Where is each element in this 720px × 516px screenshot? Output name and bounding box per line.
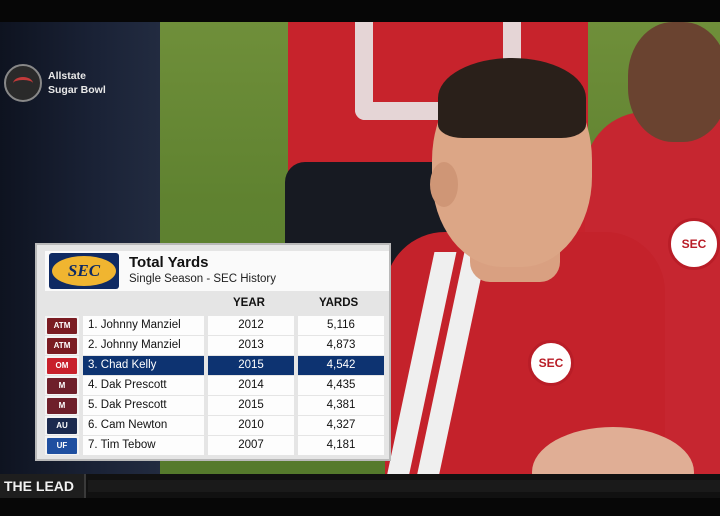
auburn-logo: AU [47,417,77,434]
table-row: M 4. Dak Prescott 2014 4,435 [45,376,389,395]
total-yards: 4,435 [298,376,384,395]
table-row: ATM 1. Johnny Manziel 2012 5,116 [45,316,389,335]
graphic-subtitle: Single Season - SEC History [129,273,277,285]
graphic-title: Total Yards [129,254,209,271]
sec-logo-text: SEC [50,254,118,288]
tv-bezel-bottom [0,498,720,516]
table-row: UF 7. Tim Tebow 2007 4,181 [45,436,389,455]
florida-logo: UF [47,437,77,454]
season-year: 2010 [208,416,294,435]
table-row: M 5. Dak Prescott 2015 4,381 [45,396,389,415]
total-yards: 4,181 [298,436,384,455]
player-name: 6. Cam Newton [83,416,204,435]
sec-logo: SEC [49,253,119,289]
stats-graphic: SEC Total Yards Single Season - SEC Hist… [35,243,391,461]
total-yards: 4,381 [298,396,384,415]
season-year: 2015 [208,356,294,375]
player-name: 4. Dak Prescott [83,376,204,395]
graphic-header: SEC Total Yards Single Season - SEC Hist… [45,251,389,291]
season-year: 2013 [208,336,294,355]
mississippi-state-logo: M [47,397,77,414]
season-year: 2015 [208,396,294,415]
side-player-head [628,22,720,142]
texas-am-logo: ATM [47,337,77,354]
column-header-year: YEAR [233,297,265,309]
texas-am-logo: ATM [47,317,77,334]
total-yards: 4,542 [298,356,384,375]
season-year: 2012 [208,316,294,335]
season-year: 2007 [208,436,294,455]
table-row: ATM 2. Johnny Manziel 2013 4,873 [45,336,389,355]
total-yards: 4,327 [298,416,384,435]
table-row-highlighted: OM 3. Chad Kelly 2015 4,542 [45,356,389,375]
column-header-yards: YARDS [319,297,359,309]
player-name: 2. Johnny Manziel [83,336,204,355]
season-year: 2014 [208,376,294,395]
sec-jersey-patch: SEC [528,340,574,386]
player-name: 7. Tim Tebow [83,436,204,455]
news-ticker: THE LEAD [0,474,720,498]
player-name: 3. Chad Kelly [83,356,204,375]
ole-miss-logo: OM [47,357,77,374]
player-name: 1. Johnny Manziel [83,316,204,335]
bowl-name-line1: Allstate [48,70,86,82]
ticker-text-area [88,480,720,492]
quarterback-ear [430,162,458,207]
quarterback-hair [438,58,586,138]
table-row: AU 6. Cam Newton 2010 4,327 [45,416,389,435]
total-yards: 4,873 [298,336,384,355]
broadcast-scene: SEC SEC Allstate Sugar Bowl [0,22,720,474]
player-name: 5. Dak Prescott [83,396,204,415]
total-yards: 5,116 [298,316,384,335]
tv-bezel-top [0,0,720,24]
sec-jersey-patch: SEC [668,218,720,270]
ticker-label: THE LEAD [0,474,86,498]
network-bug: Allstate Sugar Bowl [4,64,120,102]
mississippi-state-logo: M [47,377,77,394]
bowl-name: Allstate Sugar Bowl [48,69,106,97]
bowl-name-line2: Sugar Bowl [48,84,106,96]
espn-bowl-icon [4,64,42,102]
